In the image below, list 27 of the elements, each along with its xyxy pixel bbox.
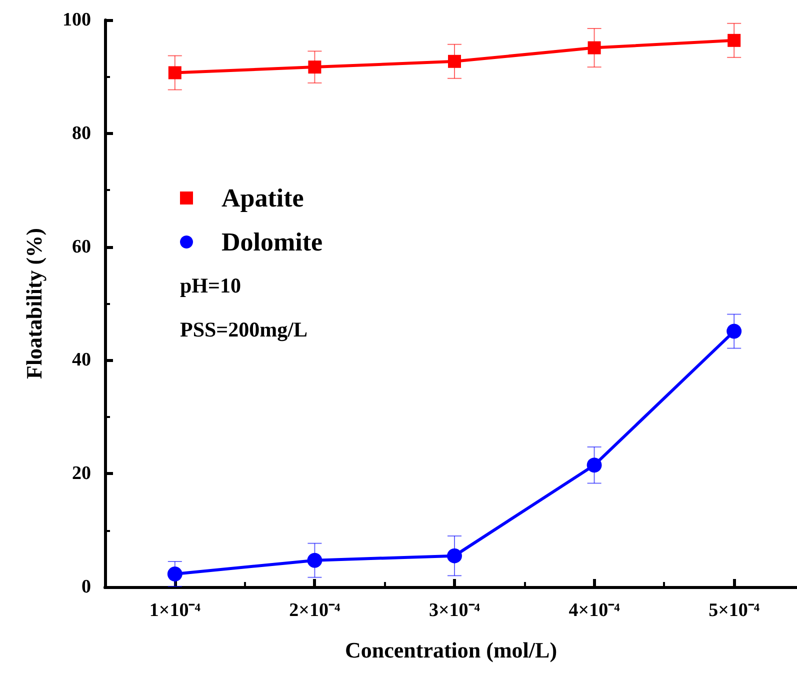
point bbox=[728, 34, 741, 47]
x-tick-label: 1×10⁻⁴ bbox=[149, 600, 201, 621]
legend-label: Dolomite bbox=[222, 228, 323, 256]
y-tick-label: 100 bbox=[62, 10, 91, 30]
y-tick-label: 60 bbox=[72, 236, 91, 258]
x-tick-label: 2×10⁻⁴ bbox=[289, 600, 341, 621]
legend-label: Apatite bbox=[222, 184, 304, 212]
y-tick-label: 20 bbox=[72, 463, 91, 484]
point bbox=[448, 54, 461, 68]
y-tick-label: 80 bbox=[72, 122, 91, 144]
annotation: pH=10 bbox=[180, 274, 241, 298]
x-axis-title: Concentration (mol/L) bbox=[344, 638, 558, 662]
y-tick-label: 40 bbox=[72, 350, 91, 371]
annotation: PSS=200mg/L bbox=[180, 318, 308, 342]
y-axis-title: Floatability (%) bbox=[22, 228, 46, 379]
point bbox=[307, 552, 322, 568]
point bbox=[447, 548, 462, 564]
x-tick-label: 5×10⁻⁴ bbox=[708, 600, 760, 621]
point bbox=[168, 66, 182, 80]
point bbox=[586, 458, 602, 473]
point bbox=[726, 324, 742, 339]
x-tick-label: 3×10⁻⁴ bbox=[428, 600, 480, 621]
point bbox=[167, 566, 182, 582]
point bbox=[308, 60, 322, 74]
x-tick-label: 4×10⁻⁴ bbox=[568, 600, 620, 621]
point bbox=[588, 41, 601, 54]
y-tick-label: 0 bbox=[82, 576, 91, 598]
